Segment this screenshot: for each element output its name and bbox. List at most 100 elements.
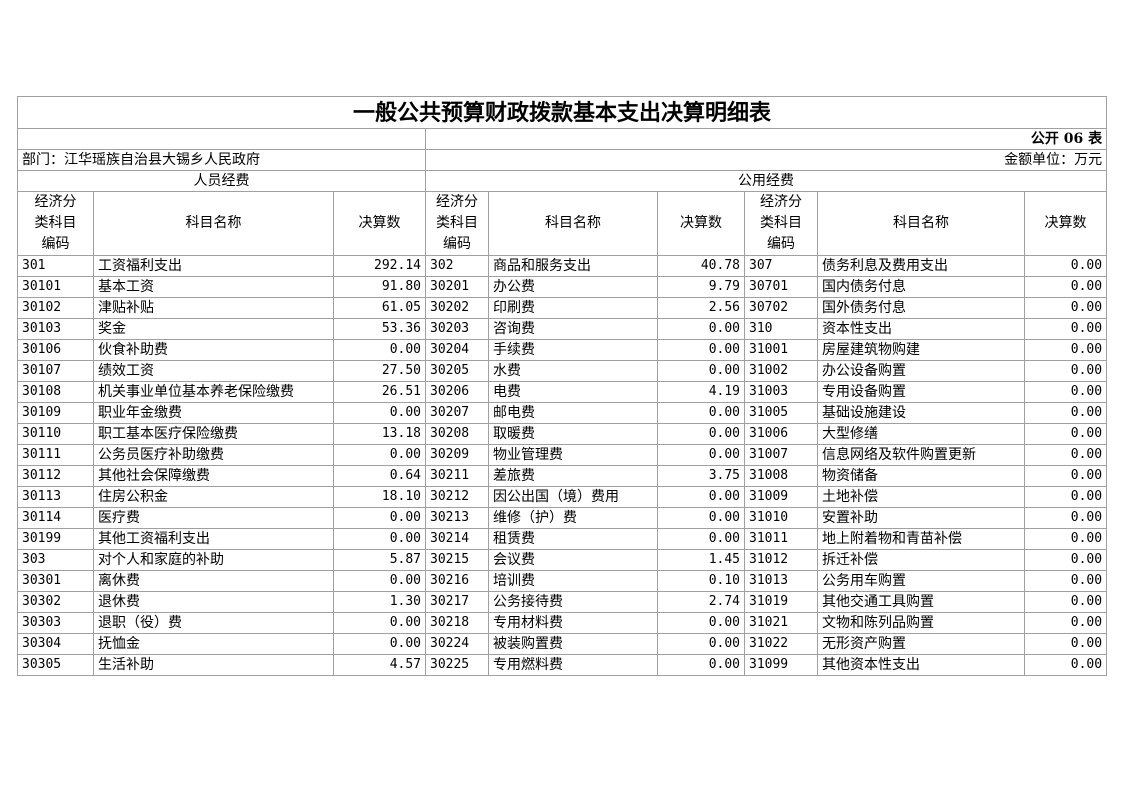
name-cell: 国外债务付息 bbox=[817, 297, 1025, 319]
amount-cell: 1.30 bbox=[333, 591, 426, 613]
code-cell: 30202 bbox=[425, 297, 489, 319]
code-cell: 31003 bbox=[744, 381, 818, 403]
name-cell: 专用材料费 bbox=[488, 612, 658, 634]
name-cell: 拆迁补偿 bbox=[817, 549, 1025, 571]
amount-cell: 0.00 bbox=[1023, 339, 1108, 361]
name-cell: 津贴补贴 bbox=[93, 297, 334, 319]
column-header: 决算数 bbox=[1023, 191, 1108, 256]
name-cell: 住房公积金 bbox=[93, 486, 334, 508]
amount-cell: 61.05 bbox=[333, 297, 426, 319]
code-cell: 30225 bbox=[425, 654, 489, 676]
code-cell: 307 bbox=[744, 255, 818, 277]
code-cell: 30304 bbox=[17, 633, 94, 655]
code-cell: 31012 bbox=[744, 549, 818, 571]
name-cell: 无形资产购置 bbox=[817, 633, 1025, 655]
code-cell: 30114 bbox=[17, 507, 94, 529]
code-cell: 30301 bbox=[17, 570, 94, 592]
code-cell: 30203 bbox=[425, 318, 489, 340]
amount-cell: 0.00 bbox=[657, 318, 745, 340]
code-cell: 30303 bbox=[17, 612, 94, 634]
amount-cell: 0.00 bbox=[657, 444, 745, 466]
name-cell: 基本工资 bbox=[93, 276, 334, 298]
name-cell: 奖金 bbox=[93, 318, 334, 340]
name-cell: 邮电费 bbox=[488, 402, 658, 424]
code-cell: 30209 bbox=[425, 444, 489, 466]
amount-cell: 26.51 bbox=[333, 381, 426, 403]
section-header: 公用经费 bbox=[424, 170, 1108, 192]
column-header: 决算数 bbox=[657, 191, 745, 256]
name-cell: 专用燃料费 bbox=[488, 654, 658, 676]
code-cell: 30206 bbox=[425, 381, 489, 403]
column-header: 决算数 bbox=[333, 191, 426, 256]
name-cell: 差旅费 bbox=[488, 465, 658, 487]
amount-cell: 0.00 bbox=[1023, 255, 1108, 277]
name-cell: 抚恤金 bbox=[93, 633, 334, 655]
amount-cell: 18.10 bbox=[333, 486, 426, 508]
code-cell: 30110 bbox=[17, 423, 94, 445]
amount-cell: 0.00 bbox=[333, 528, 426, 550]
code-cell: 30213 bbox=[425, 507, 489, 529]
amount-cell: 0.00 bbox=[657, 402, 745, 424]
column-header: 经济分 类科目 编码 bbox=[744, 191, 818, 256]
name-cell: 对个人和家庭的补助 bbox=[93, 549, 334, 571]
amount-cell: 292.14 bbox=[333, 255, 426, 277]
blank-cell bbox=[17, 128, 426, 150]
info-row: 部门：江华瑶族自治县大锡乡人民政府 金额单位：万元 bbox=[17, 149, 1108, 171]
code-cell: 30103 bbox=[17, 318, 94, 340]
name-cell: 公务接待费 bbox=[488, 591, 658, 613]
code-cell: 31008 bbox=[744, 465, 818, 487]
code-cell: 30109 bbox=[17, 402, 94, 424]
amount-cell: 0.00 bbox=[333, 402, 426, 424]
code-cell: 31019 bbox=[744, 591, 818, 613]
code-cell: 30106 bbox=[17, 339, 94, 361]
amount-cell: 0.00 bbox=[1023, 360, 1108, 382]
code-cell: 30224 bbox=[425, 633, 489, 655]
column-header: 经济分 类科目 编码 bbox=[425, 191, 489, 256]
code-cell: 30112 bbox=[17, 465, 94, 487]
code-cell: 31009 bbox=[744, 486, 818, 508]
amount-cell: 0.00 bbox=[1023, 318, 1108, 340]
amount-cell: 0.00 bbox=[333, 612, 426, 634]
code-cell: 30107 bbox=[17, 360, 94, 382]
name-cell: 土地补偿 bbox=[817, 486, 1025, 508]
data-row: 30112 其他社会保障缴费 0.64 30211 差旅费 3.75 31008 物资储备 0.… bbox=[17, 465, 1108, 487]
data-row: 30109 职业年金缴费 0.00 30207 邮电费 0.00 31005 基础设施建设 0.… bbox=[17, 402, 1108, 424]
name-cell: 维修（护）费 bbox=[488, 507, 658, 529]
amount-cell: 0.00 bbox=[1023, 549, 1108, 571]
amount-cell: 0.00 bbox=[657, 423, 745, 445]
column-header: 科目名称 bbox=[93, 191, 334, 256]
name-cell: 物资储备 bbox=[817, 465, 1025, 487]
amount-cell: 40.78 bbox=[657, 255, 745, 277]
code-cell: 30108 bbox=[17, 381, 94, 403]
amount-cell: 0.00 bbox=[657, 612, 745, 634]
amount-cell: 2.74 bbox=[657, 591, 745, 613]
code-cell: 31007 bbox=[744, 444, 818, 466]
amount-cell: 13.18 bbox=[333, 423, 426, 445]
code-cell: 30305 bbox=[17, 654, 94, 676]
amount-cell: 0.00 bbox=[1023, 633, 1108, 655]
name-cell: 物业管理费 bbox=[488, 444, 658, 466]
department: 部门：江华瑶族自治县大锡乡人民政府 bbox=[17, 149, 426, 171]
section-header: 人员经费 bbox=[17, 170, 426, 192]
name-cell: 公务用车购置 bbox=[817, 570, 1025, 592]
amount-cell: 0.00 bbox=[333, 570, 426, 592]
data-row: 30110 职工基本医疗保险缴费 13.18 30208 取暖费 0.00 31006 大型修… bbox=[17, 423, 1108, 445]
data-row: 301 工资福利支出 292.14 302 商品和服务支出 40.78 307 债务利息及费用… bbox=[17, 255, 1108, 277]
name-cell: 绩效工资 bbox=[93, 360, 334, 382]
amount-cell: 0.00 bbox=[1023, 507, 1108, 529]
amount-cell: 0.00 bbox=[1023, 402, 1108, 424]
code-cell: 30201 bbox=[425, 276, 489, 298]
data-row: 30102 津贴补贴 61.05 30202 印刷费 2.56 30702 国外债务付息 0.0… bbox=[17, 297, 1108, 319]
amount-cell: 0.00 bbox=[1023, 591, 1108, 613]
name-cell: 退休费 bbox=[93, 591, 334, 613]
data-row: 30303 退职（役）费 0.00 30218 专用材料费 0.00 31021 文物和陈列品… bbox=[17, 612, 1108, 634]
code-cell: 30215 bbox=[425, 549, 489, 571]
amount-cell: 0.00 bbox=[657, 528, 745, 550]
name-cell: 离休费 bbox=[93, 570, 334, 592]
code-cell: 30111 bbox=[17, 444, 94, 466]
name-cell: 因公出国（境）费用 bbox=[488, 486, 658, 508]
amount-cell: 0.00 bbox=[657, 507, 745, 529]
amount-cell: 0.00 bbox=[1023, 570, 1108, 592]
data-row: 30101 基本工资 91.80 30201 办公费 9.79 30701 国内债务付息 0.0… bbox=[17, 276, 1108, 298]
